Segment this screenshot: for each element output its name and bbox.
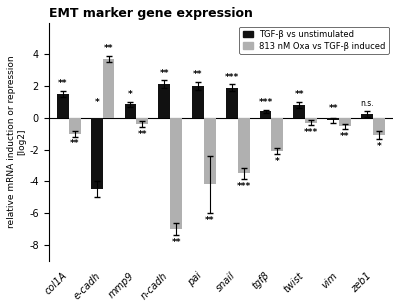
Text: ***: *** [225,73,239,82]
Bar [170,118,182,229]
Bar [294,105,305,118]
Bar [305,118,317,123]
Bar [69,118,81,134]
Bar [192,86,204,118]
Y-axis label: relative mRNA induction or repression
[log2]: relative mRNA induction or repression [l… [7,55,26,228]
Text: EMT marker gene expression: EMT marker gene expression [48,7,252,20]
Bar [339,118,351,127]
Text: **: ** [171,238,181,247]
Bar [260,111,272,118]
Bar [91,118,103,189]
Text: **: ** [58,79,68,88]
Bar [373,118,385,135]
Bar [238,118,250,173]
Text: **: ** [340,132,350,141]
Text: **: ** [138,130,147,139]
Bar [204,118,216,184]
Bar [57,94,69,118]
Text: **: ** [205,216,214,225]
Text: **: ** [160,69,169,78]
Bar [226,87,238,118]
Text: ***: *** [258,98,273,107]
Text: *: * [94,98,99,107]
Text: ***: *** [304,128,318,137]
Text: **: ** [294,90,304,99]
Bar [158,84,170,118]
Bar [103,59,114,118]
Text: **: ** [328,103,338,112]
Text: **: ** [104,44,113,53]
Bar [327,118,339,120]
Bar [272,118,283,151]
Text: **: ** [70,139,80,148]
Bar [136,118,148,124]
Text: *: * [376,142,381,151]
Text: *: * [275,157,280,166]
Legend: TGF-β vs unstimulated, 813 nM Oxa vs TGF-β induced: TGF-β vs unstimulated, 813 nM Oxa vs TGF… [239,27,389,54]
Text: **: ** [193,70,203,79]
Text: *: * [128,90,133,99]
Text: n.s.: n.s. [360,99,374,108]
Text: ***: *** [236,182,251,191]
Bar [361,114,373,118]
Bar [124,104,136,118]
